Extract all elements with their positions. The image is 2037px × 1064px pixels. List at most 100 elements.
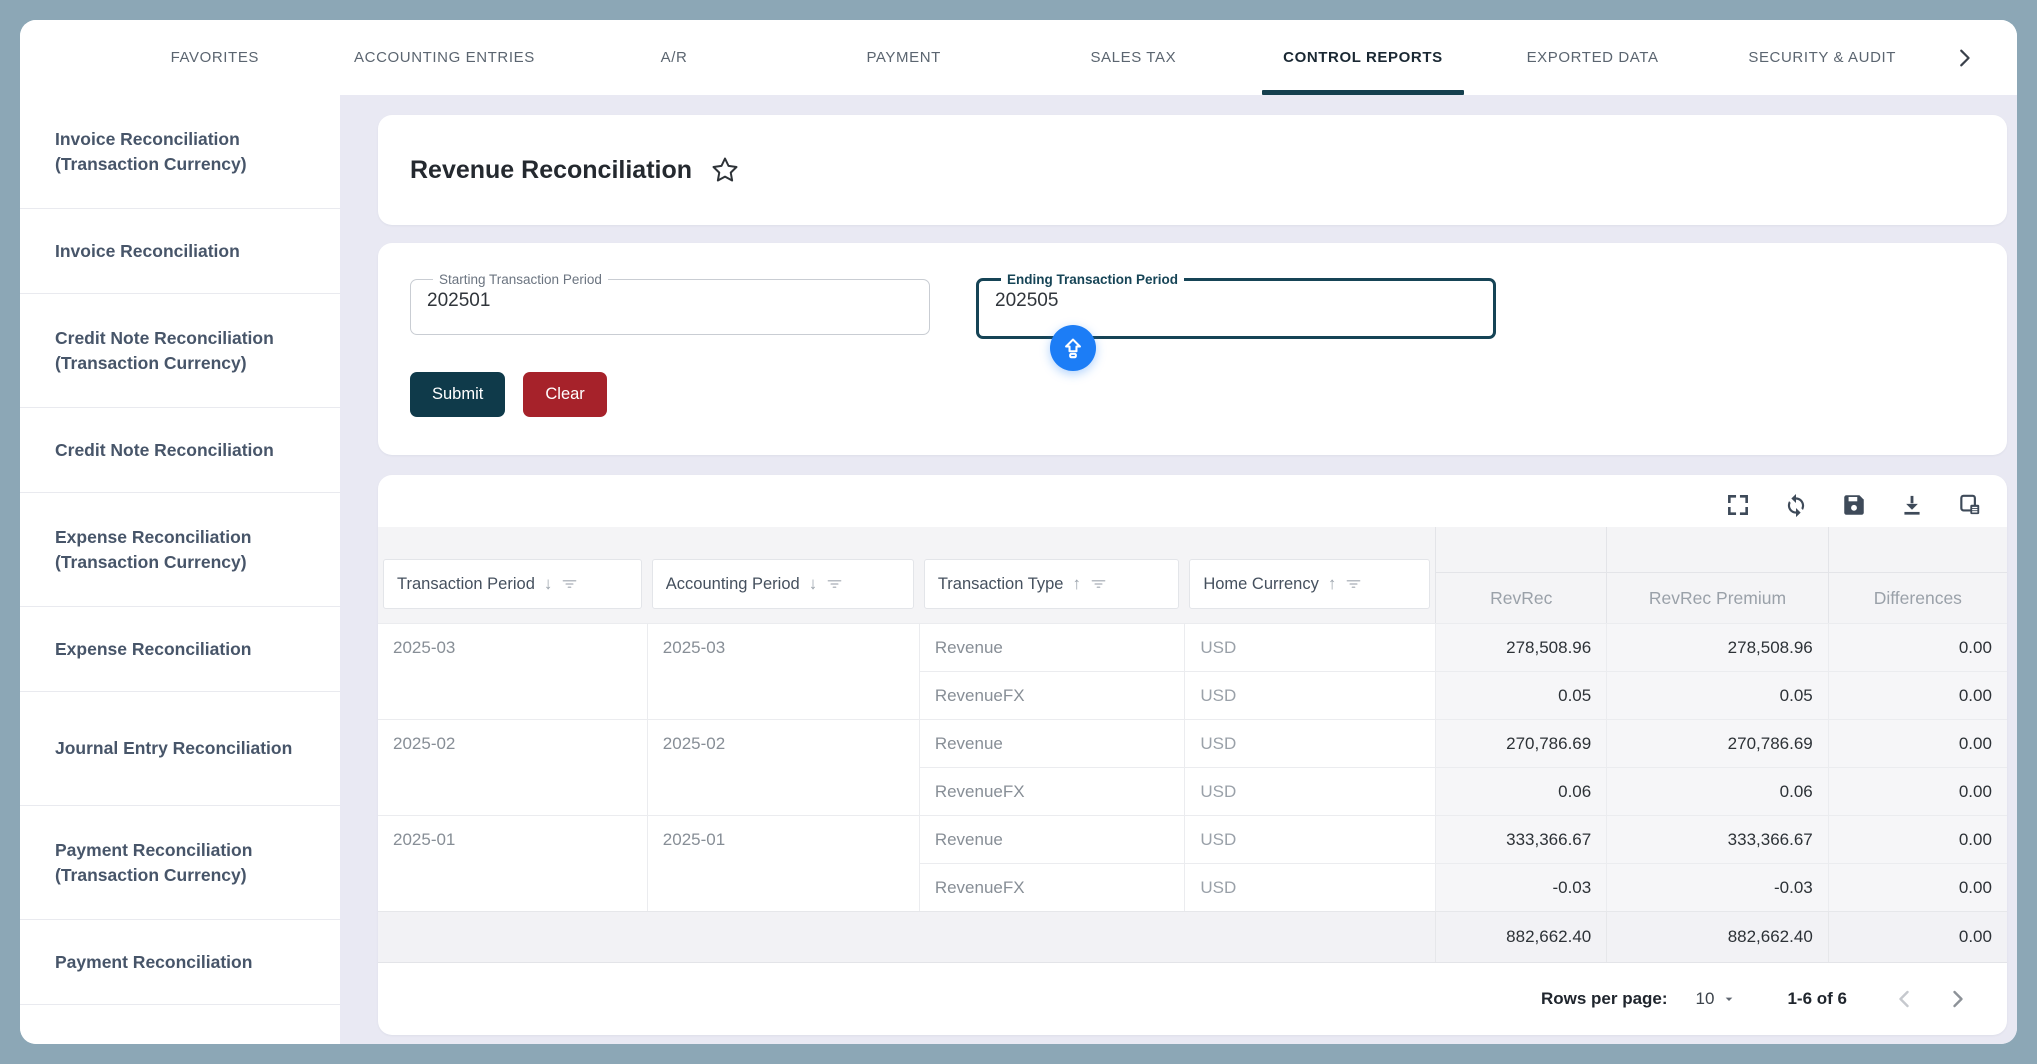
- cell-transaction-period: 2025-03: [378, 623, 647, 671]
- tabs-overflow-button[interactable]: [1937, 20, 1991, 95]
- cell-transaction-period: 2025-01: [378, 815, 647, 863]
- cell-transaction-type: RevenueFX: [919, 863, 1185, 911]
- chevron-left-icon: [1893, 987, 1917, 1011]
- sidebar-item-invoice-reconciliation-txn-currency[interactable]: Invoice Reconciliation (Transaction Curr…: [20, 95, 340, 209]
- tab-label: A/R: [661, 49, 688, 66]
- download-button[interactable]: [1899, 492, 1925, 518]
- tab-ar[interactable]: A/R: [559, 20, 789, 95]
- clear-button[interactable]: Clear: [523, 372, 606, 417]
- header-accounting-period: Accounting Period ↓: [647, 527, 919, 623]
- sidebar-item-credit-note-reconciliation-txn-currency[interactable]: Credit Note Reconciliation (Transaction …: [20, 294, 340, 408]
- sidebar-item-payment-reconciliation[interactable]: Payment Reconciliation: [20, 920, 340, 1005]
- sort-chip-accounting-period[interactable]: Accounting Period ↓: [652, 559, 914, 609]
- chevron-right-icon: [1945, 987, 1969, 1011]
- totals-revrec-premium: 882,662.40: [1606, 912, 1828, 962]
- column-menu-icon[interactable]: [561, 577, 578, 591]
- column-menu-icon[interactable]: [1345, 577, 1362, 591]
- column-label: Home Currency: [1203, 575, 1319, 594]
- tab-security-audit[interactable]: SECURITY & AUDIT: [1707, 20, 1937, 95]
- top-tab-bar: FAVORITES ACCOUNTING ENTRIES A/R PAYMENT…: [20, 20, 2017, 95]
- download-icon: [1899, 492, 1925, 518]
- header-differences: Differences: [1828, 527, 2007, 623]
- cell-differences: 0.00: [1828, 671, 2007, 719]
- sidebar-item-label: Journal Entry Reconciliation: [55, 736, 292, 761]
- sidebar-item-journal-entry-reconciliation[interactable]: Journal Entry Reconciliation: [20, 692, 340, 806]
- next-page-button[interactable]: [1945, 987, 1969, 1011]
- sidebar-item-credit-note-reconciliation[interactable]: Credit Note Reconciliation: [20, 408, 340, 493]
- cell-accounting-period: 2025-01: [647, 815, 919, 863]
- tab-label: FAVORITES: [171, 49, 259, 66]
- cell-transaction-period: [378, 863, 647, 911]
- sort-desc-icon: ↓: [544, 574, 553, 594]
- refresh-button[interactable]: [1783, 492, 1809, 518]
- column-menu-icon[interactable]: [1090, 577, 1107, 591]
- table-row: RevenueFX USD 0.05 0.05 0.00: [378, 671, 2007, 719]
- cell-revrec-premium: 0.05: [1606, 671, 1828, 719]
- sidebar-item-invoice-reconciliation[interactable]: Invoice Reconciliation: [20, 209, 340, 294]
- cell-accounting-period: [647, 767, 919, 815]
- save-button[interactable]: [1841, 492, 1867, 518]
- fullscreen-button[interactable]: [1725, 492, 1751, 518]
- end-period-value: 202505: [995, 290, 1477, 312]
- cell-transaction-type: Revenue: [919, 623, 1185, 671]
- cell-revrec-premium: 333,366.67: [1606, 815, 1828, 863]
- copy-table-button[interactable]: [1957, 492, 1983, 518]
- start-period-field-wrap: Starting Transaction Period 202501: [410, 273, 930, 335]
- cell-home-currency: USD: [1184, 671, 1435, 719]
- end-period-input[interactable]: Ending Transaction Period 202505: [976, 273, 1496, 339]
- sidebar-item-label: Expense Reconciliation (Transaction Curr…: [55, 525, 314, 575]
- sidebar-item-label: Invoice Reconciliation (Transaction Curr…: [55, 127, 314, 177]
- table-header-row: Transaction Period ↓ Accounting Period ↓: [378, 527, 2007, 623]
- column-label: Transaction Type: [938, 575, 1064, 594]
- cell-revrec: 278,508.96: [1435, 623, 1606, 671]
- totals-differences: 0.00: [1828, 912, 2007, 962]
- table-row: 2025-02 2025-02 Revenue USD 270,786.69 2…: [378, 719, 2007, 767]
- table-row: 2025-03 2025-03 Revenue USD 278,508.96 2…: [378, 623, 2007, 671]
- tab-exported-data[interactable]: EXPORTED DATA: [1478, 20, 1708, 95]
- column-label: RevRec: [1436, 573, 1606, 623]
- table-row: RevenueFX USD -0.03 -0.03 0.00: [378, 863, 2007, 911]
- tab-sales-tax[interactable]: SALES TAX: [1019, 20, 1249, 95]
- tab-favorites[interactable]: FAVORITES: [100, 20, 330, 95]
- header-home-currency: Home Currency ↑: [1184, 527, 1435, 623]
- start-period-input[interactable]: Starting Transaction Period 202501: [410, 273, 930, 335]
- cell-revrec: -0.03: [1435, 863, 1606, 911]
- tab-control-reports[interactable]: CONTROL REPORTS: [1248, 20, 1478, 95]
- sort-chip-transaction-type[interactable]: Transaction Type ↑: [924, 559, 1180, 609]
- pagination-range-label: 1-6 of 6: [1787, 989, 1847, 1009]
- sidebar-item-expense-reconciliation[interactable]: Expense Reconciliation: [20, 607, 340, 692]
- tab-payment[interactable]: PAYMENT: [789, 20, 1019, 95]
- cell-transaction-type: Revenue: [919, 815, 1185, 863]
- sort-asc-icon: ↑: [1072, 574, 1081, 594]
- sidebar-item-label: Expense Reconciliation: [55, 637, 251, 662]
- chevron-right-icon: [1953, 47, 1975, 69]
- rows-per-page-select[interactable]: 10: [1696, 989, 1738, 1009]
- sidebar-item-expense-reconciliation-txn-currency[interactable]: Expense Reconciliation (Transaction Curr…: [20, 493, 340, 607]
- column-menu-icon[interactable]: [826, 577, 843, 591]
- tab-label: CONTROL REPORTS: [1283, 49, 1443, 66]
- previous-page-button[interactable]: [1893, 987, 1917, 1011]
- table-row: 2025-01 2025-01 Revenue USD 333,366.67 3…: [378, 815, 2007, 863]
- rows-per-page-label: Rows per page:: [1541, 989, 1668, 1009]
- cell-accounting-period: 2025-02: [647, 719, 919, 767]
- cell-revrec-premium: 0.06: [1606, 767, 1828, 815]
- column-label: Transaction Period: [397, 575, 535, 594]
- submit-button[interactable]: Submit: [410, 372, 505, 417]
- column-label: RevRec Premium: [1607, 573, 1828, 623]
- sort-chip-transaction-period[interactable]: Transaction Period ↓: [383, 559, 642, 609]
- cell-home-currency: USD: [1184, 623, 1435, 671]
- cell-transaction-period: 2025-02: [378, 719, 647, 767]
- start-period-value: 202501: [427, 290, 913, 312]
- totals-revrec: 882,662.40: [1435, 912, 1606, 962]
- table-pagination: Rows per page: 10 1-6 of 6: [378, 963, 2007, 1035]
- favorite-star-button[interactable]: [710, 155, 740, 185]
- header-revrec-premium: RevRec Premium: [1606, 527, 1828, 623]
- tab-accounting-entries[interactable]: ACCOUNTING ENTRIES: [330, 20, 560, 95]
- sidebar-item-payment-reconciliation-txn-currency[interactable]: Payment Reconciliation (Transaction Curr…: [20, 806, 340, 920]
- sidebar-item-label: Credit Note Reconciliation (Transaction …: [55, 326, 314, 376]
- fullscreen-icon: [1725, 492, 1751, 518]
- sidebar-item-label: Payment Reconciliation (Transaction Curr…: [55, 838, 314, 888]
- rows-per-page-value: 10: [1696, 989, 1715, 1009]
- save-icon: [1841, 492, 1867, 518]
- sort-chip-home-currency[interactable]: Home Currency ↑: [1189, 559, 1430, 609]
